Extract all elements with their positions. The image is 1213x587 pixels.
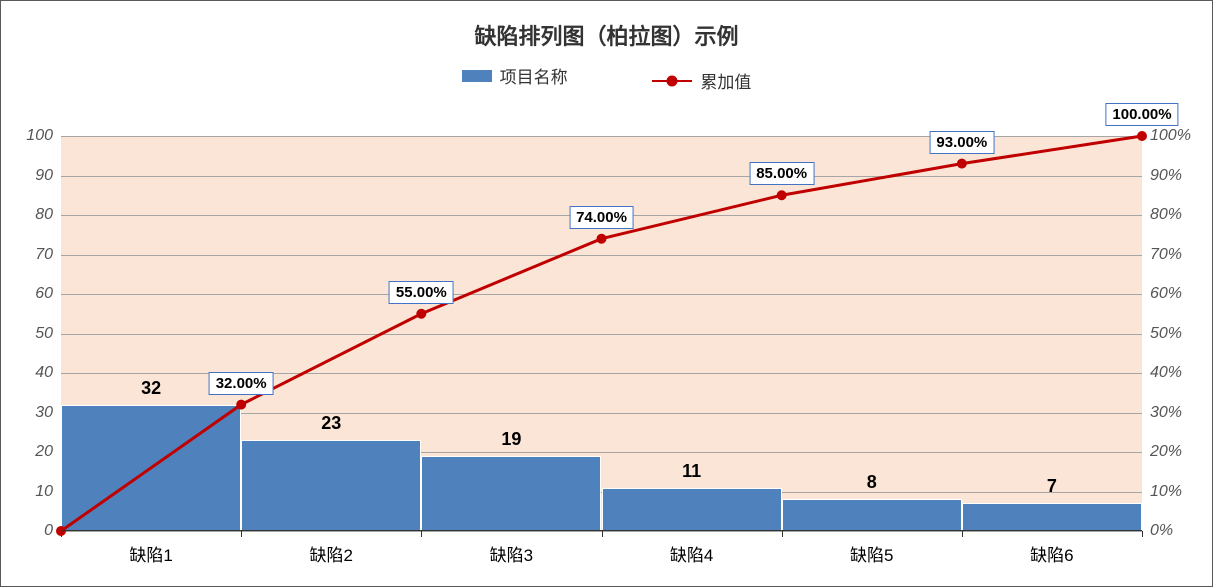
legend-bar-label: 项目名称	[500, 63, 568, 88]
y-right-tick-label: 20%	[1150, 443, 1182, 461]
y-left-tick-label: 40	[35, 364, 53, 382]
bar-value-label: 11	[682, 461, 701, 482]
cumulative-point-label: 55.00%	[389, 281, 454, 304]
legend-bar-item: 项目名称	[462, 63, 568, 88]
bar	[782, 499, 962, 531]
y-left-tick-label: 90	[35, 167, 53, 185]
bar-value-label: 32	[141, 378, 161, 399]
bar-value-label: 19	[501, 429, 521, 450]
y-right-tick-label: 80%	[1150, 206, 1182, 224]
cumulative-point-label: 100.00%	[1105, 103, 1178, 126]
x-category-label: 缺陷2	[310, 541, 353, 566]
bar	[241, 440, 421, 531]
y-right-tick-label: 90%	[1150, 167, 1182, 185]
y-right-tick-label: 60%	[1150, 285, 1182, 303]
chart-title: 缺陷排列图（柏拉图）示例	[1, 19, 1212, 51]
grid-line	[61, 334, 1142, 335]
x-tick	[782, 531, 783, 537]
x-tick	[241, 531, 242, 537]
x-category-label: 缺陷5	[850, 541, 893, 566]
y-left-tick-label: 10	[35, 483, 53, 501]
cumulative-point-label: 85.00%	[749, 162, 814, 185]
legend: 项目名称 累加值	[1, 63, 1212, 93]
bar-value-label: 7	[1047, 476, 1057, 497]
x-tick	[1142, 531, 1143, 537]
y-right-tick-label: 30%	[1150, 404, 1182, 422]
cumulative-point-label: 93.00%	[929, 131, 994, 154]
bar-value-label: 8	[867, 472, 877, 493]
bar	[421, 456, 601, 531]
y-right-tick-label: 40%	[1150, 364, 1182, 382]
y-left-tick-label: 70	[35, 246, 53, 264]
bar	[602, 488, 782, 531]
y-right-tick-label: 0%	[1150, 522, 1173, 540]
legend-line-item: 累加值	[652, 68, 751, 93]
y-left-tick-label: 60	[35, 285, 53, 303]
y-left-tick-label: 100	[26, 127, 53, 145]
plot-area: 00%1010%2020%3030%4040%5050%6060%7070%80…	[61, 136, 1142, 531]
x-tick	[602, 531, 603, 537]
x-tick	[421, 531, 422, 537]
bar	[61, 405, 241, 531]
y-right-tick-label: 70%	[1150, 246, 1182, 264]
cumulative-point-label: 32.00%	[209, 372, 274, 395]
x-tick	[61, 531, 62, 537]
y-left-tick-label: 50	[35, 325, 53, 343]
y-left-tick-label: 0	[44, 522, 53, 540]
grid-line	[61, 255, 1142, 256]
legend-bar-swatch	[462, 70, 492, 82]
cumulative-point-label: 74.00%	[569, 206, 634, 229]
grid-line	[61, 294, 1142, 295]
y-right-tick-label: 10%	[1150, 483, 1182, 501]
x-category-label: 缺陷3	[490, 541, 533, 566]
x-category-label: 缺陷4	[670, 541, 713, 566]
x-category-label: 缺陷1	[129, 541, 172, 566]
y-left-tick-label: 30	[35, 404, 53, 422]
bar-value-label: 23	[321, 413, 341, 434]
y-right-tick-label: 100%	[1150, 127, 1191, 145]
pareto-chart-container: 缺陷排列图（柏拉图）示例 项目名称 累加值 00%1010%2020%3030%…	[0, 0, 1213, 587]
x-axis-line	[61, 530, 1142, 531]
legend-line-swatch	[652, 80, 692, 82]
bar	[962, 503, 1142, 531]
y-left-tick-label: 20	[35, 443, 53, 461]
y-left-tick-label: 80	[35, 206, 53, 224]
legend-line-label: 累加值	[700, 68, 751, 93]
y-right-tick-label: 50%	[1150, 325, 1182, 343]
x-category-label: 缺陷6	[1030, 541, 1073, 566]
grid-line	[61, 176, 1142, 177]
x-tick	[962, 531, 963, 537]
